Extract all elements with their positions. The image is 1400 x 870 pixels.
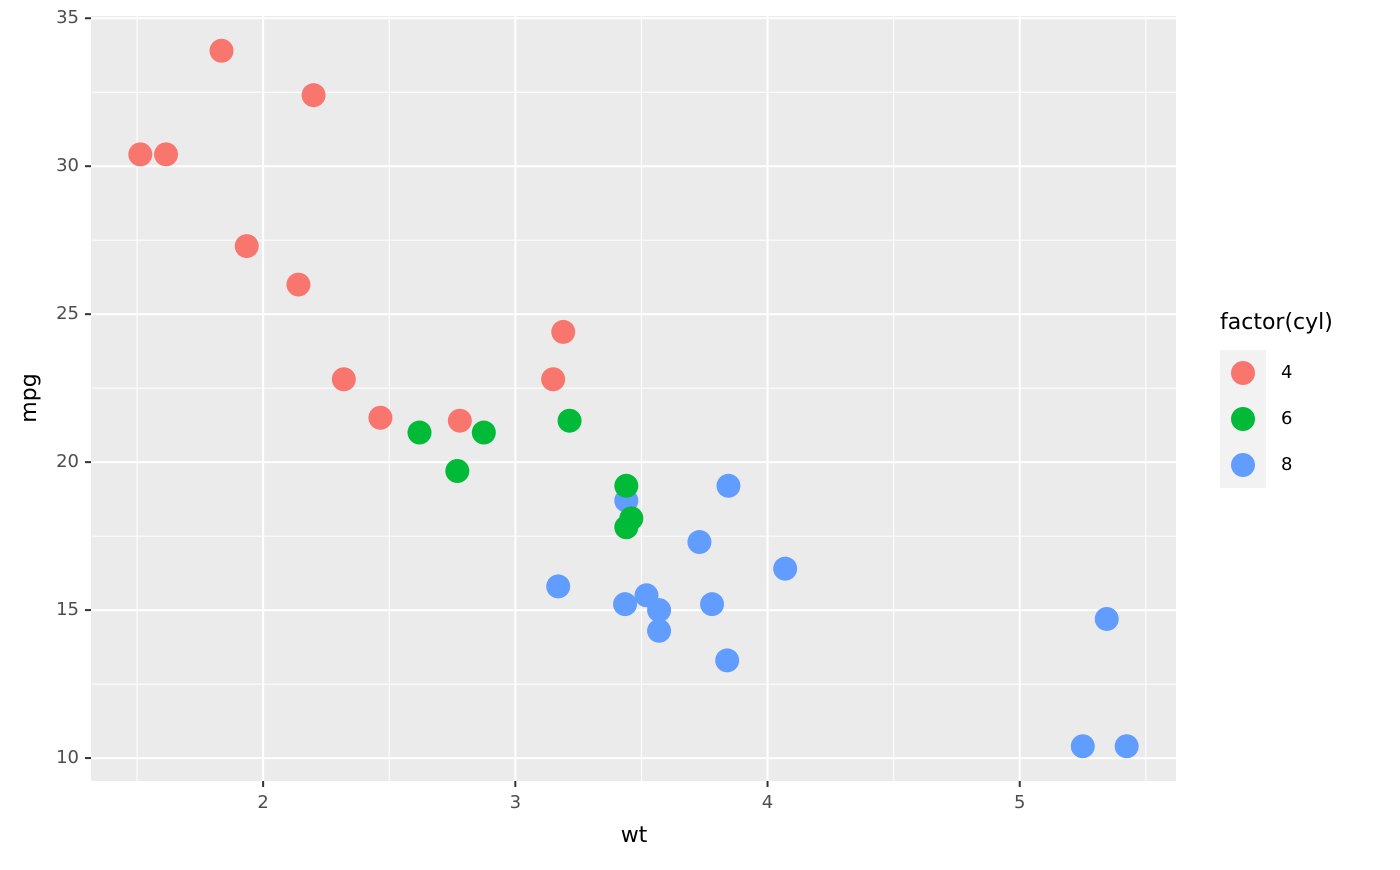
point xyxy=(154,142,179,167)
y-tick-label: 35 xyxy=(56,7,79,28)
y-axis-title: mpg xyxy=(17,373,42,422)
point xyxy=(546,574,571,599)
points xyxy=(128,38,1139,759)
point xyxy=(445,459,470,484)
x-tick-label: 3 xyxy=(510,792,521,813)
x-tick-label: 4 xyxy=(762,792,773,813)
legend-label: 4 xyxy=(1281,362,1292,383)
legend-title: factor(cyl) xyxy=(1220,310,1333,335)
point xyxy=(687,530,712,555)
point xyxy=(447,408,472,433)
point xyxy=(209,38,234,63)
y-tick-label: 25 xyxy=(56,303,79,324)
point xyxy=(1114,734,1139,759)
point xyxy=(128,142,153,167)
legend: factor(cyl) 4 6 8 xyxy=(1220,310,1333,488)
x-tick-label: 5 xyxy=(1014,792,1025,813)
grid xyxy=(91,16,1176,781)
point xyxy=(716,473,741,498)
point xyxy=(715,648,740,673)
point xyxy=(557,408,582,433)
point xyxy=(614,515,639,540)
point xyxy=(647,618,672,643)
legend-label: 6 xyxy=(1281,408,1292,429)
point xyxy=(331,367,356,392)
point xyxy=(614,473,639,498)
point xyxy=(301,83,326,108)
point xyxy=(551,319,576,344)
point xyxy=(1070,734,1095,759)
point xyxy=(613,592,638,617)
point xyxy=(700,592,725,617)
point xyxy=(407,420,432,445)
legend-key xyxy=(1231,407,1255,431)
legend-key xyxy=(1231,361,1255,385)
panel xyxy=(91,16,1176,781)
point xyxy=(1094,606,1119,631)
y-tick-label: 10 xyxy=(56,747,79,768)
legend-label: 8 xyxy=(1281,454,1292,475)
axes: 2 3 4 5 10 15 20 25 30 35 xyxy=(56,7,1025,813)
point xyxy=(647,598,672,623)
point xyxy=(286,272,311,297)
y-tick-label: 30 xyxy=(56,155,79,176)
x-tick-label: 2 xyxy=(257,792,268,813)
x-axis-title: wt xyxy=(621,823,648,848)
y-tick-label: 15 xyxy=(56,599,79,620)
point xyxy=(541,367,566,392)
point xyxy=(471,420,496,445)
point xyxy=(234,234,259,259)
point xyxy=(773,556,798,581)
point xyxy=(368,405,393,430)
legend-key xyxy=(1231,453,1255,477)
y-tick-label: 20 xyxy=(56,451,79,472)
